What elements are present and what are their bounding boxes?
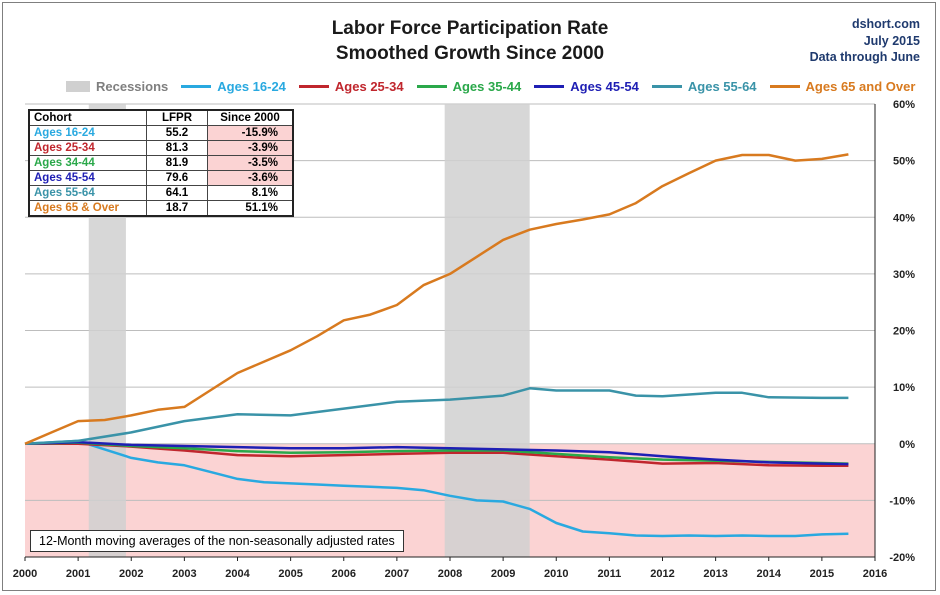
credit-source: dshort.com [851,17,920,31]
x-tick-label: 2008 [438,568,462,580]
legend-swatch [651,84,682,88]
since-2000-cell: -15.9% [207,125,294,141]
lfpr-cell: 81.9 [146,155,208,171]
cohort-cell: Ages 34-44 [28,155,147,171]
legend-label: Ages 25-34 [334,78,404,94]
y-tick-label: 30% [893,269,915,281]
x-tick-label: 2014 [757,568,782,580]
x-tick-label: 2001 [66,568,90,580]
y-tick-label: -20% [889,552,915,564]
series-line [24,387,849,446]
chart-title-line1: Labor Force Participation Rate [331,18,609,39]
table-row: Ages 25-34 81.3 -3.9% [28,140,294,156]
legend-item: Ages 45-54 [534,79,639,94]
series-line [24,440,849,466]
table-row: Ages 16-24 55.2 -15.9% [28,125,294,141]
x-tick-label: 2011 [597,568,621,580]
x-tick-label: 2000 [13,568,37,580]
legend-label: Ages 55-64 [687,78,757,94]
table-header-row: Cohort LFPR Since 2000 [28,109,294,126]
header-cohort: Cohort [28,109,147,126]
table-row: Ages 34-44 81.9 -3.5% [28,155,294,171]
x-tick-label: 2003 [172,568,196,580]
cohort-cell: Ages 45-54 [28,170,147,186]
x-tick-label: 2012 [650,568,674,580]
x-tick-label: 2015 [810,568,834,580]
series-line [25,442,849,468]
lfpr-cell: 18.7 [146,200,208,217]
cohort-cell: Ages 65 & Over [28,200,147,217]
legend-swatch [769,84,800,88]
legend-item: Ages 35-44 [416,78,522,94]
x-tick-label: 2004 [225,568,250,580]
legend-swatch [181,84,212,88]
since-2000-cell: -3.6% [207,170,294,186]
legend-item: Ages 16-24 [181,79,286,94]
legend-label: Ages 45-54 [570,78,639,94]
recession-band [444,104,530,557]
lfpr-cell: 81.3 [146,140,208,156]
series-line [24,439,849,538]
table-row: Ages 65 & Over 18.7 51.1% [28,200,294,217]
x-tick-label: 2007 [385,568,409,580]
y-tick-label: 0% [899,439,915,451]
credit-data-through: Data through June [809,50,920,64]
credit-date: July 2015 [863,34,920,48]
cohort-cell: Ages 16-24 [28,125,147,141]
cohort-cell: Ages 25-34 [28,140,147,156]
legend-swatch [416,84,447,88]
x-tick-label: 2006 [332,568,356,580]
y-tick-label: 50% [893,156,915,168]
y-tick-label: 40% [893,212,915,224]
legend-label: Ages 35-44 [452,78,522,94]
since-2000-cell: 8.1% [207,185,294,201]
since-2000-cell: -3.5% [207,155,294,171]
y-tick-label: 60% [893,99,915,111]
table-row: Ages 45-54 79.6 -3.6% [28,170,294,186]
chart-title-line2: Smoothed Growth Since 2000 [335,43,605,64]
y-tick-label: -10% [889,495,915,507]
legend-swatch [66,80,90,92]
legend-item: Ages 25-34 [298,78,404,94]
moving-average-note: 12-Month moving averages of the non-seas… [30,530,404,552]
chart-legend: Recessions Ages 16-24 Ages 25-34 Ages 35-44… [66,78,928,94]
legend-label: Ages 16-24 [217,78,286,94]
y-tick-label: 20% [893,326,915,338]
x-tick-label: 2016 [863,568,887,580]
legend-item-recessions: Recessions [66,79,168,94]
series-line [24,153,849,445]
x-tick-label: 2002 [119,568,143,580]
lfpr-cell: 55.2 [146,125,208,141]
cohort-table: Cohort LFPR Since 2000 Ages 16-24 55.2 -15… [28,109,294,217]
lfpr-cell: 64.1 [146,185,208,201]
legend-item: Ages 55-64 [651,78,757,94]
x-tick-label: 2005 [278,568,302,580]
cohort-cell: Ages 55-64 [28,185,147,201]
since-2000-cell: 51.1% [207,200,294,217]
table-row: Ages 55-64 64.1 8.1% [28,185,294,201]
header-lfpr: LFPR [146,109,208,126]
x-tick-label: 2013 [703,568,727,580]
legend-swatch [534,84,565,88]
since-2000-cell: -3.9% [207,140,294,156]
legend-item: Ages 65 and Over [769,78,916,94]
x-tick-label: 2010 [544,568,568,580]
legend-swatch [298,84,329,88]
header-since-2000: Since 2000 [207,109,294,126]
legend-label: Ages 65 and Over [805,78,916,94]
lfpr-cell: 79.6 [146,170,208,186]
legend-label: Recessions [96,78,169,94]
y-tick-label: 10% [893,382,915,394]
x-tick-label: 2009 [491,568,515,580]
